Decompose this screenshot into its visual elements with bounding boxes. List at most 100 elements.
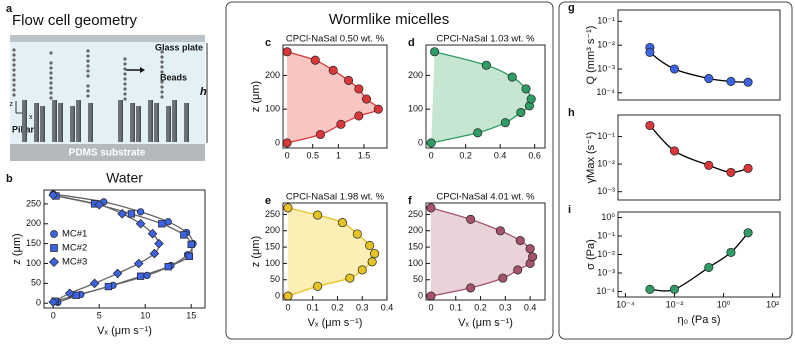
x-tick-label: 0.6 <box>528 150 541 160</box>
marker <box>473 128 483 138</box>
plot-frame <box>282 44 388 149</box>
panel-label: f <box>408 195 412 207</box>
bead <box>49 66 53 70</box>
pillar <box>136 106 141 142</box>
bead <box>12 53 16 57</box>
marker <box>516 107 526 118</box>
y-tick-label: 10⁻⁴ <box>596 87 615 97</box>
y-tick-label: 10⁻⁴ <box>596 286 615 296</box>
bead <box>86 69 90 73</box>
panel-label: a <box>6 3 13 15</box>
y-tick-label: 0 <box>418 137 423 147</box>
x-tick-label: 0 <box>428 302 433 312</box>
marker <box>337 218 347 228</box>
y-tick-label: 10⁻¹ <box>597 230 615 240</box>
bead <box>160 55 164 59</box>
bead <box>160 85 164 89</box>
marker <box>645 284 655 294</box>
marker <box>367 257 377 267</box>
y-tick-label: 150 <box>26 238 41 248</box>
marker <box>365 240 375 251</box>
marker <box>345 273 355 283</box>
marker <box>282 138 292 148</box>
x-tick-label: 10⁻² <box>666 299 684 309</box>
y-axis-label: σ (Pa) <box>585 239 597 270</box>
panel-box <box>225 1 554 340</box>
pillar-shade <box>73 106 75 142</box>
bead <box>49 61 53 65</box>
pillar-shade <box>187 103 189 142</box>
y-tick-label: 200 <box>265 70 280 80</box>
legend-marker <box>50 230 58 238</box>
x-tick-label: 0.4 <box>494 150 507 160</box>
plot-frame <box>617 114 781 201</box>
fit-curve <box>647 47 749 83</box>
x-tick-label: 0.3 <box>356 302 369 312</box>
bead <box>86 59 90 63</box>
bead <box>49 81 53 85</box>
x-tick-label: 0.4 <box>381 302 394 312</box>
marker <box>669 146 680 156</box>
panel-box <box>558 1 793 340</box>
plot-frame <box>425 202 546 301</box>
marker <box>500 118 510 128</box>
y-tick-label: 50 <box>31 278 41 288</box>
x-tick-label: 0.5 <box>306 150 319 160</box>
y-tick-label: 100 <box>265 258 280 268</box>
glass-label: Glass plate <box>155 42 203 52</box>
y-tick-label: 10⁻² <box>597 158 615 168</box>
fit-curve <box>649 232 749 292</box>
pillar <box>118 100 123 142</box>
marker <box>513 265 523 275</box>
y-tick-label: 150 <box>265 241 280 251</box>
marker <box>645 120 655 131</box>
plot-frame <box>617 9 781 101</box>
marker <box>373 104 383 114</box>
marker <box>354 84 364 94</box>
marker <box>158 220 166 228</box>
bead <box>160 90 164 94</box>
marker <box>645 47 655 57</box>
marker <box>507 72 517 82</box>
y-tick-label: 200 <box>26 218 41 228</box>
x-axis-label: η₀ (Pa s) <box>677 314 720 326</box>
y-tick-label: 10⁻³ <box>597 63 615 73</box>
x-axis-label: Vₓ (μm s⁻¹) <box>97 325 152 337</box>
bead <box>49 76 53 80</box>
bead <box>86 84 90 88</box>
panel-label: g <box>568 2 575 14</box>
legend-label: MC#3 <box>62 257 87 268</box>
legend-marker <box>48 256 60 268</box>
marker <box>149 248 160 259</box>
y-axis-label: Q (mm³ s⁻¹) <box>585 26 597 85</box>
pillar-shade <box>91 103 93 142</box>
chart-title: Water <box>106 170 143 186</box>
marker <box>354 111 364 121</box>
marker <box>726 76 736 87</box>
bead <box>160 65 164 69</box>
marker <box>426 138 436 148</box>
y-tick-label: 100 <box>408 104 423 114</box>
x-tick-label: 10 <box>140 310 150 320</box>
y-tick-label: 0 <box>275 137 280 147</box>
marker <box>743 163 753 173</box>
fit-curve <box>649 125 749 174</box>
legend-label: MC#1 <box>62 229 87 240</box>
bead <box>160 95 164 99</box>
marker <box>357 265 367 275</box>
marker <box>136 208 145 216</box>
pillar <box>22 100 27 142</box>
substrate-label: PDMS substrate <box>69 148 146 159</box>
panel-label: b <box>6 173 13 185</box>
marker <box>104 282 113 291</box>
bead <box>12 63 16 67</box>
flow-cell-diagram: a Flow cell geometry Glass plate Beads h… <box>6 3 208 161</box>
profile-area <box>431 51 532 143</box>
y-tick-label: 250 <box>26 198 41 208</box>
x-tick-label: 0.4 <box>524 302 537 312</box>
panel-label: h <box>568 107 575 119</box>
bead <box>12 58 16 62</box>
y-tick-label: 10⁰ <box>601 212 615 222</box>
pillar-shade <box>43 106 45 142</box>
y-tick-label: 10⁻¹ <box>597 16 615 26</box>
